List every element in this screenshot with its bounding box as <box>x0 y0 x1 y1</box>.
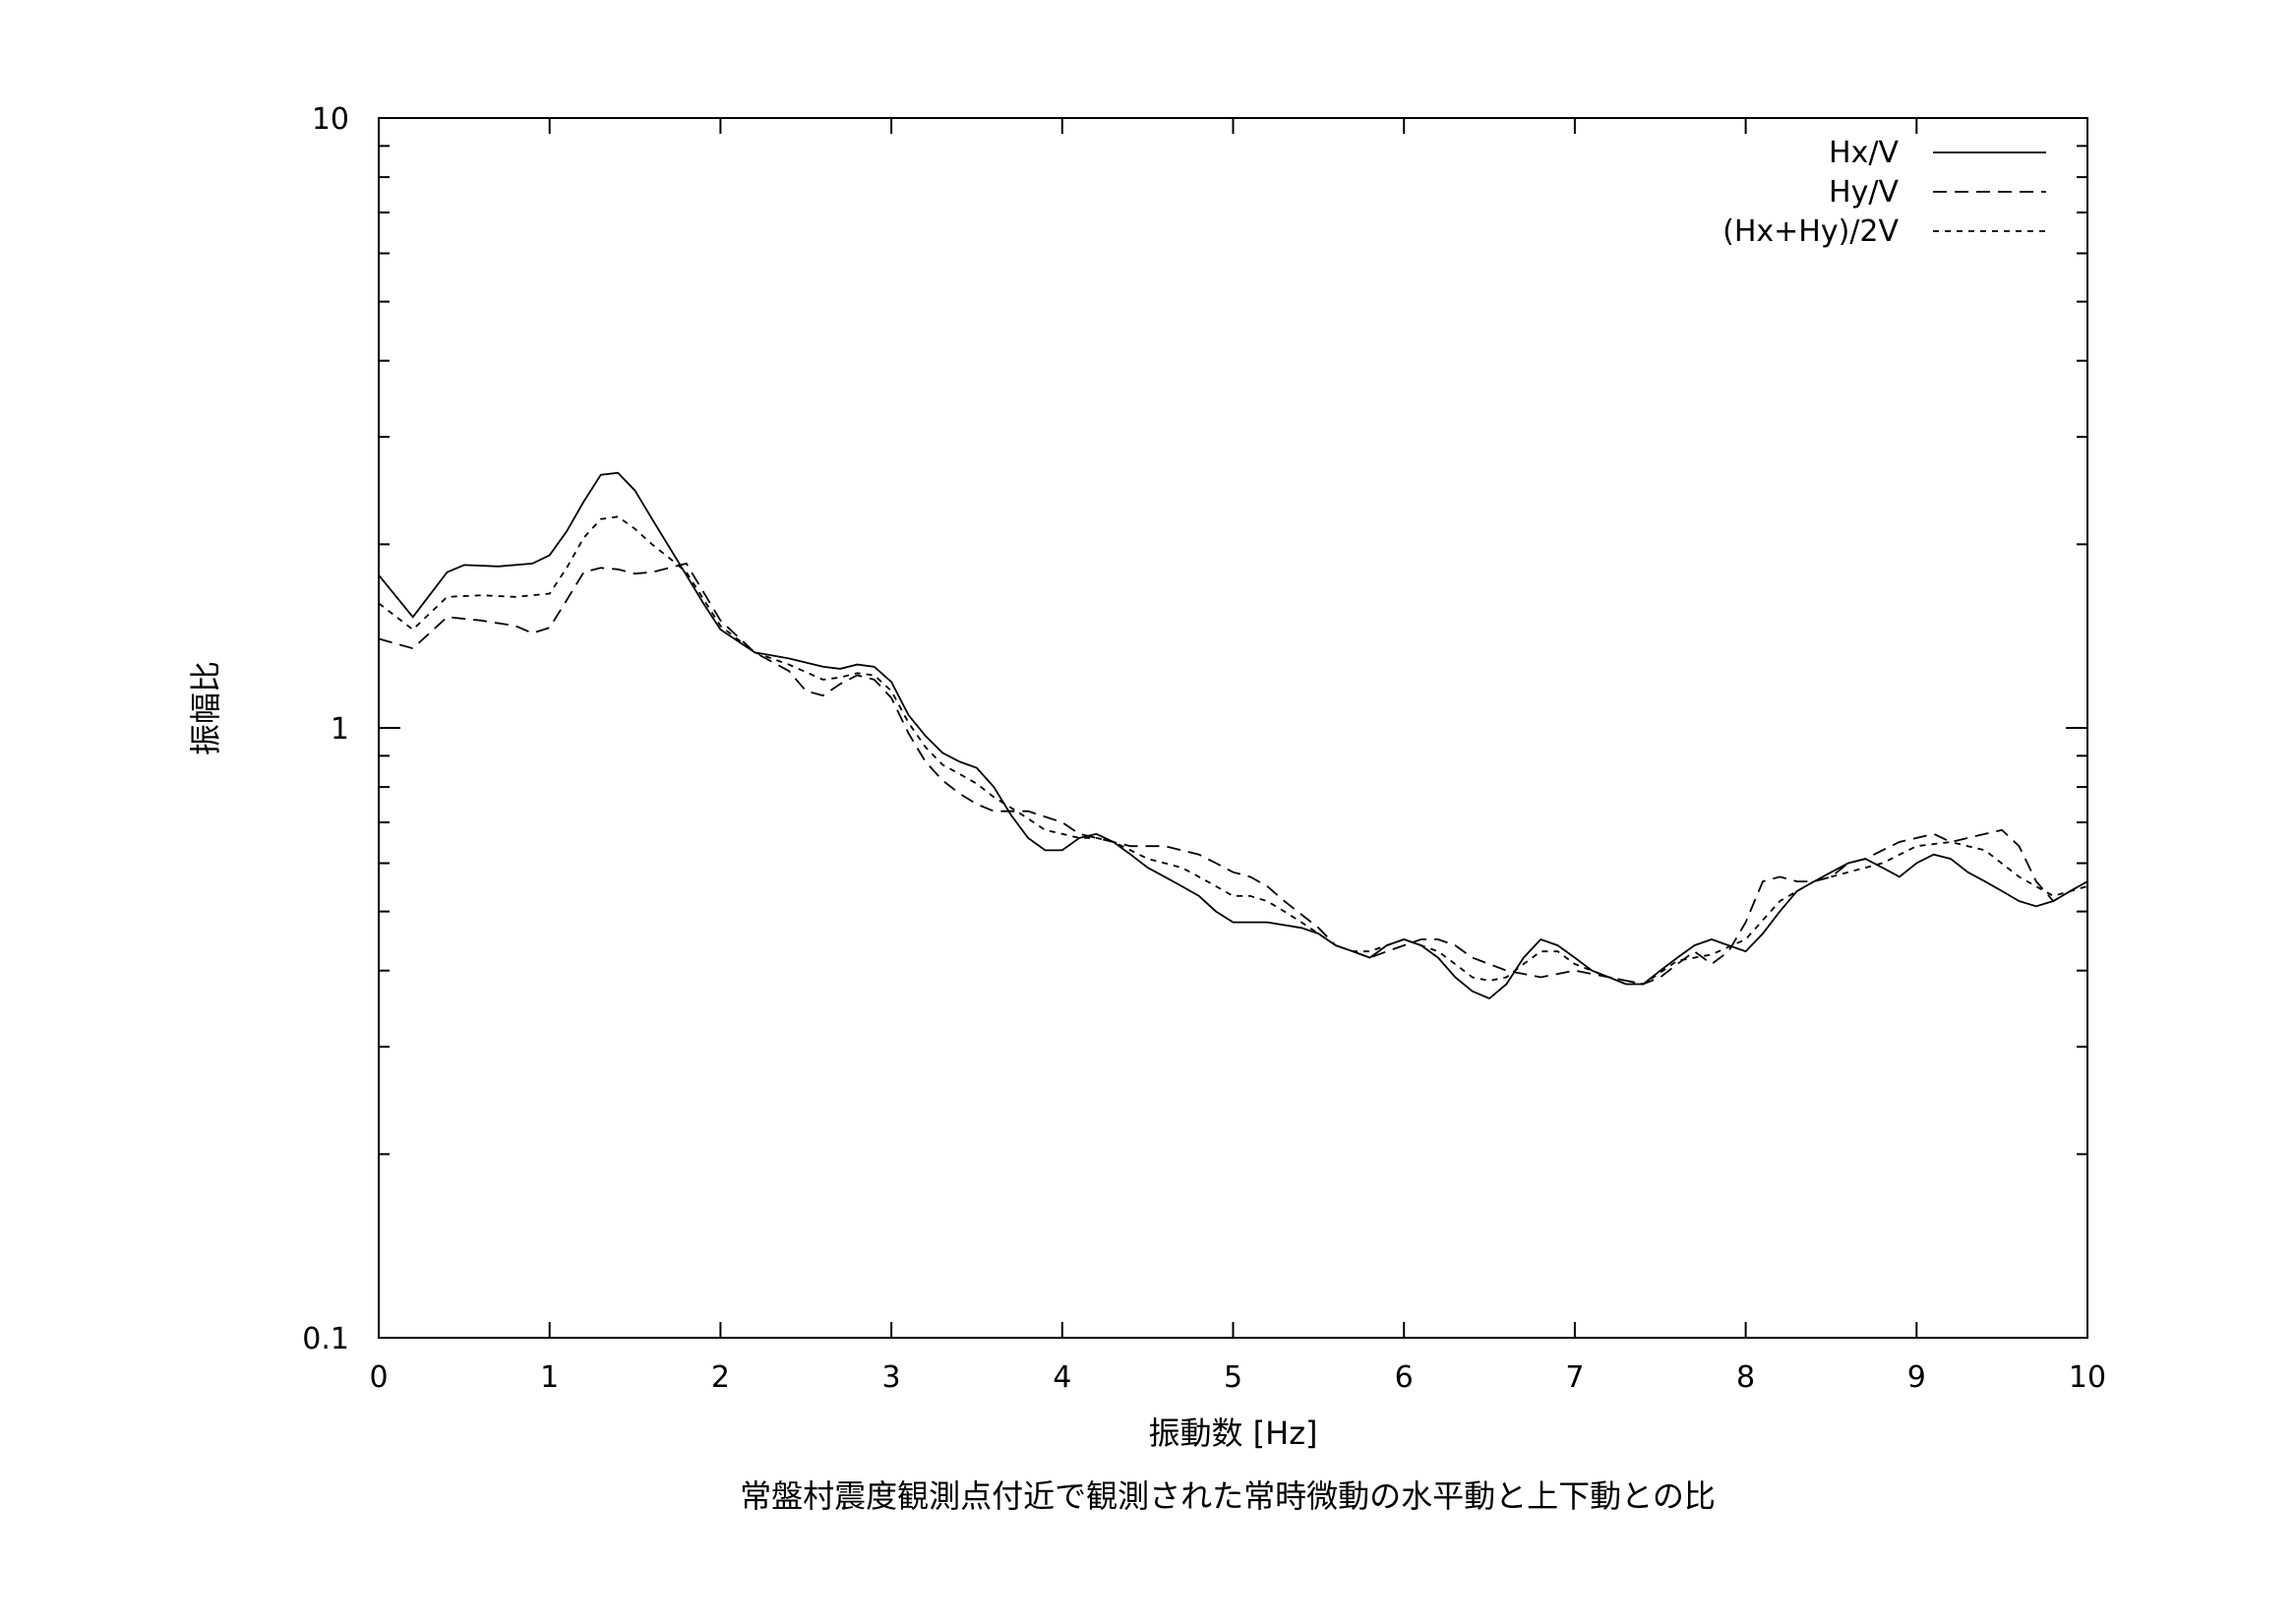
figure-caption: 常盤村震度観測点付近で観測された常時微動の水平動と上下動との比 <box>740 1477 1716 1515</box>
x-tick-label: 6 <box>1395 1360 1414 1395</box>
series-layer <box>378 471 2088 1000</box>
x-tick-label: 5 <box>1224 1360 1242 1395</box>
series-line-2 <box>378 562 2088 986</box>
legend-label: Hy/V <box>1829 175 1899 210</box>
x-tick-label: 7 <box>1565 1360 1584 1395</box>
series-line-3 <box>378 515 2088 986</box>
x-tick-label: 8 <box>1736 1360 1755 1395</box>
legend-label: Hx/V <box>1829 136 1899 170</box>
x-tick-label: 2 <box>711 1360 730 1395</box>
x-tick-label: 10 <box>2069 1360 2106 1395</box>
legend: Hx/V Hy/V (Hx+Hy)/2V <box>1722 136 2046 249</box>
x-tick-label: 9 <box>1907 1360 1926 1395</box>
y-tick-label: 1 <box>331 712 349 747</box>
y-tick-label: 10 <box>312 102 349 137</box>
x-tick-label: 4 <box>1053 1360 1071 1395</box>
series-line-1 <box>378 471 2088 1000</box>
legend-label: (Hx+Hy)/2V <box>1722 214 1899 249</box>
y-tick-label: 0.1 <box>302 1322 349 1356</box>
y-axis-label: 振幅比 <box>187 661 224 755</box>
axis-tick-labels: 0 1 2 3 4 5 6 7 8 9 10 0.1 1 10 <box>302 102 2106 1395</box>
x-tick-label: 1 <box>540 1360 559 1395</box>
x-tick-label: 3 <box>882 1360 901 1395</box>
x-axis-label: 振動数 [Hz] <box>1148 1414 1317 1452</box>
plot-frame <box>378 117 2088 1339</box>
x-tick-label: 0 <box>369 1360 388 1395</box>
